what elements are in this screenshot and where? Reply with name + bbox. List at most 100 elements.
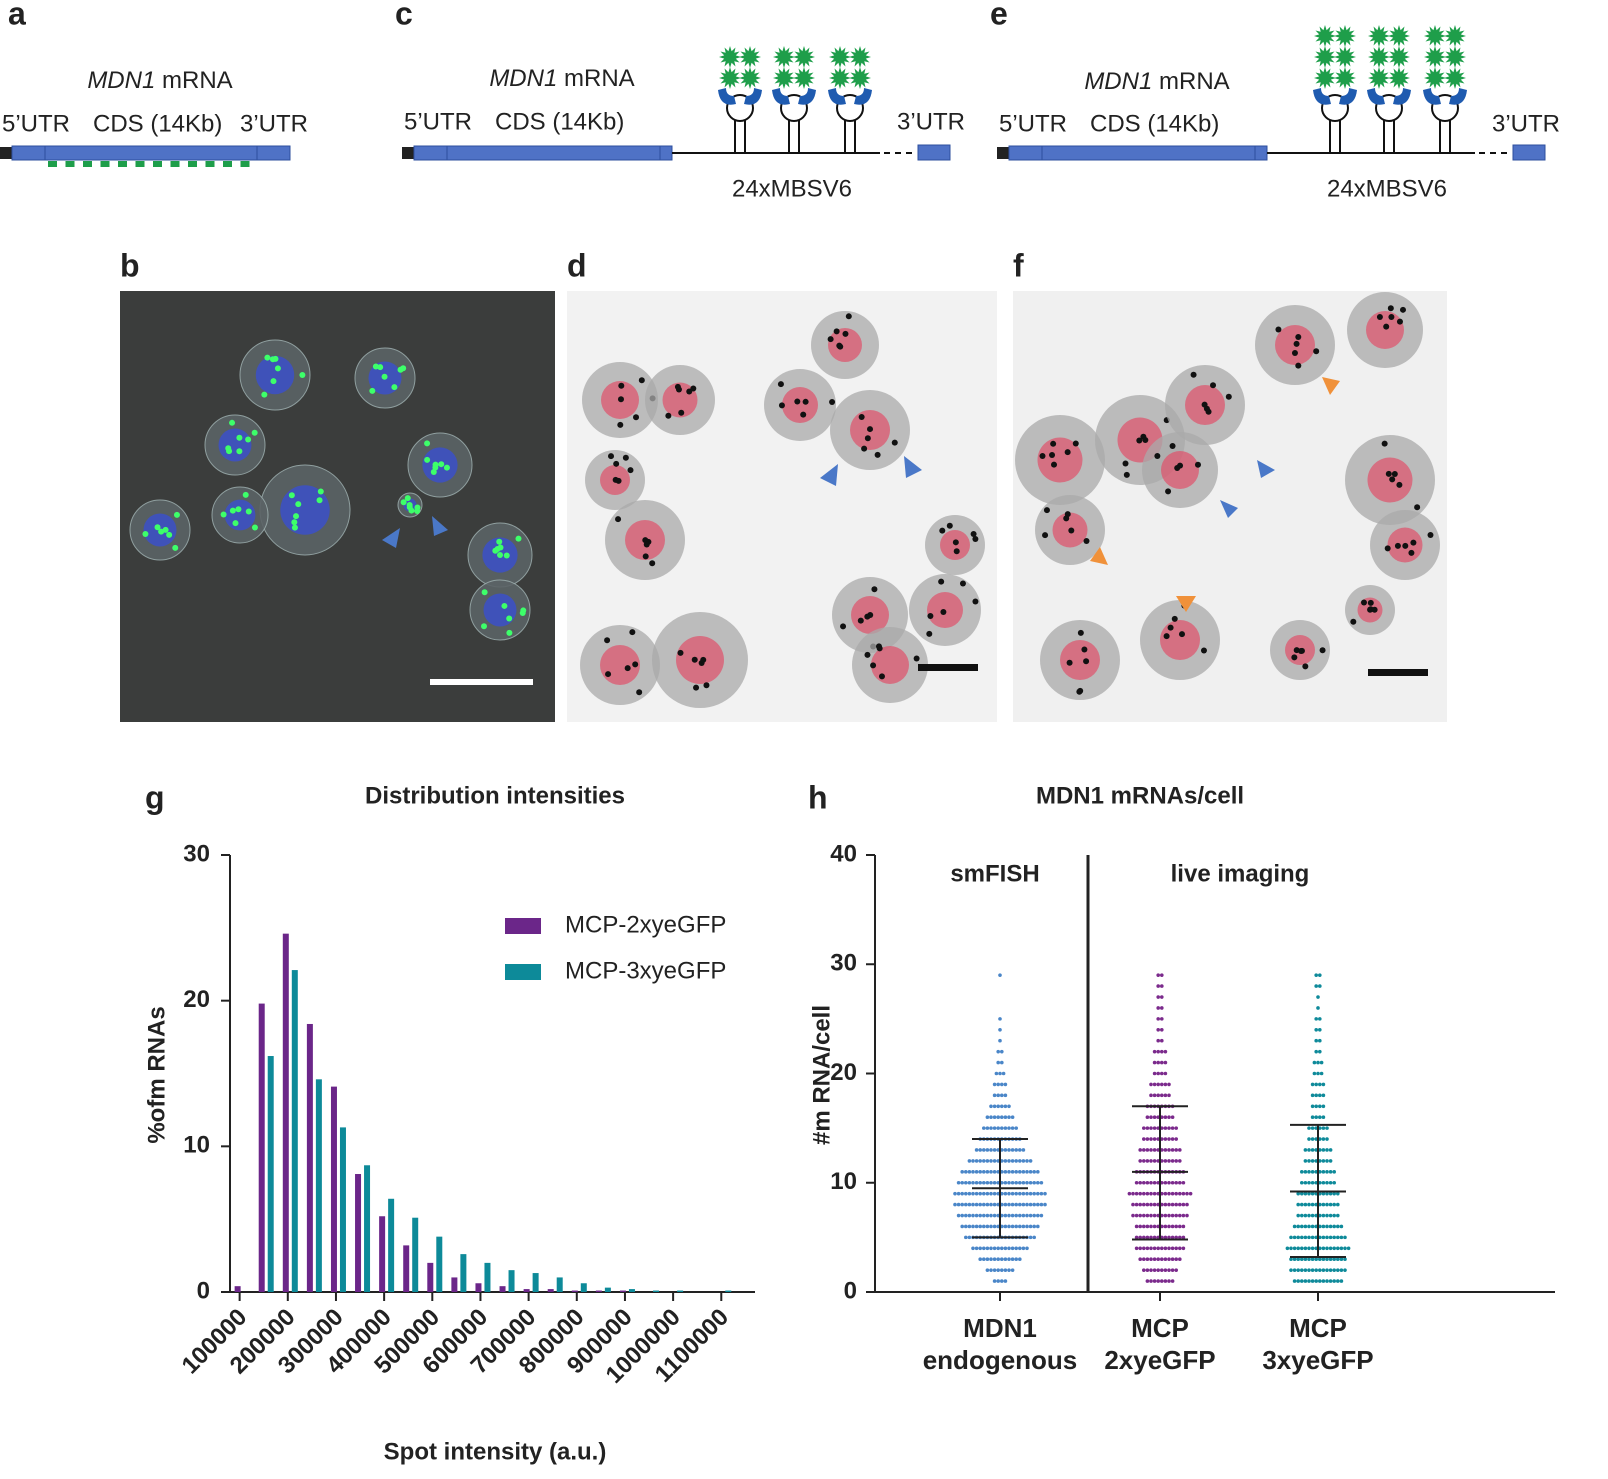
dot bbox=[1170, 1180, 1175, 1185]
dot bbox=[992, 1257, 997, 1262]
dot-row bbox=[956, 1180, 1044, 1185]
spot bbox=[864, 435, 871, 442]
dot bbox=[1025, 1202, 1029, 1207]
dot bbox=[974, 1148, 979, 1152]
dot bbox=[1339, 1257, 1344, 1262]
dot bbox=[1300, 1257, 1304, 1262]
dot bbox=[1036, 1180, 1040, 1185]
spot bbox=[1350, 618, 1357, 625]
spot bbox=[926, 630, 933, 637]
spot bbox=[1123, 471, 1130, 478]
spot bbox=[229, 507, 236, 514]
bar bbox=[595, 1290, 602, 1292]
dot bbox=[1167, 1202, 1171, 1207]
dot bbox=[1325, 1257, 1329, 1262]
dot bbox=[1332, 1213, 1336, 1218]
spot bbox=[166, 531, 173, 538]
spot bbox=[891, 439, 898, 446]
dot bbox=[1328, 1213, 1333, 1218]
dot-row bbox=[1310, 1115, 1326, 1119]
dot bbox=[978, 1159, 982, 1163]
tag-star bbox=[1388, 46, 1410, 68]
dot bbox=[1152, 1137, 1157, 1141]
dot bbox=[1170, 1202, 1175, 1207]
dot bbox=[1167, 1180, 1171, 1185]
dot bbox=[1163, 1137, 1168, 1141]
spot bbox=[291, 524, 298, 531]
dot bbox=[1314, 1115, 1318, 1119]
dot bbox=[1014, 1257, 1018, 1262]
dot-row bbox=[996, 1060, 1004, 1065]
dot bbox=[992, 1246, 997, 1251]
dot bbox=[985, 1180, 990, 1185]
dot bbox=[1332, 1246, 1336, 1251]
spot bbox=[1154, 453, 1161, 460]
dot bbox=[1160, 1060, 1164, 1065]
dot bbox=[1167, 1191, 1171, 1196]
group-label: smFISH bbox=[950, 860, 1039, 887]
dot bbox=[974, 1170, 979, 1174]
spot bbox=[1072, 440, 1079, 447]
probe bbox=[153, 161, 162, 167]
dot bbox=[1142, 1126, 1146, 1130]
dot bbox=[1156, 1093, 1160, 1098]
spot bbox=[624, 665, 631, 672]
dot bbox=[1289, 1235, 1293, 1240]
dot bbox=[1010, 1202, 1015, 1207]
dot-row bbox=[1134, 1246, 1186, 1251]
dot bbox=[1021, 1170, 1026, 1174]
spot bbox=[1066, 659, 1073, 666]
dot bbox=[1178, 1235, 1182, 1240]
dot bbox=[1007, 1148, 1011, 1152]
spot bbox=[1190, 371, 1197, 378]
spot bbox=[481, 623, 488, 630]
spot bbox=[1174, 465, 1181, 472]
dot bbox=[1167, 1246, 1171, 1251]
dot bbox=[1325, 1148, 1329, 1152]
dot bbox=[1025, 1159, 1029, 1163]
dot bbox=[1134, 1235, 1139, 1240]
x-tick-label: MCP bbox=[1289, 1313, 1347, 1343]
dot bbox=[982, 1224, 986, 1229]
cds-label: CDS (14Kb) bbox=[93, 110, 222, 137]
dot bbox=[985, 1148, 990, 1152]
dot bbox=[960, 1202, 964, 1207]
dot bbox=[1149, 1093, 1153, 1098]
dot bbox=[1303, 1268, 1308, 1272]
dot bbox=[992, 1170, 997, 1174]
dot bbox=[1039, 1180, 1044, 1185]
dot bbox=[992, 1159, 997, 1163]
dot bbox=[985, 1246, 990, 1251]
dot bbox=[1149, 1257, 1153, 1262]
dot bbox=[967, 1224, 972, 1229]
spot bbox=[438, 461, 445, 468]
dot bbox=[1303, 1180, 1308, 1185]
dot bbox=[1289, 1246, 1293, 1251]
dot bbox=[1163, 1257, 1168, 1262]
spot bbox=[245, 508, 252, 515]
dot bbox=[1318, 1049, 1322, 1054]
dot bbox=[1318, 1082, 1322, 1087]
dot bbox=[1336, 1257, 1340, 1262]
bar bbox=[267, 1056, 274, 1292]
dot bbox=[1134, 1191, 1139, 1196]
dot bbox=[1028, 1235, 1033, 1240]
dot bbox=[1000, 1246, 1004, 1251]
bar bbox=[532, 1273, 539, 1292]
spot bbox=[1142, 437, 1149, 444]
dot bbox=[1021, 1224, 1026, 1229]
dot bbox=[1332, 1235, 1336, 1240]
tag-star bbox=[773, 67, 795, 89]
dot bbox=[1000, 1104, 1004, 1109]
dot bbox=[1007, 1115, 1011, 1119]
spot bbox=[1167, 624, 1174, 631]
dot bbox=[1145, 1224, 1150, 1229]
dot bbox=[1332, 1257, 1336, 1262]
dot bbox=[1025, 1213, 1029, 1218]
spot bbox=[927, 613, 934, 620]
dot-row bbox=[996, 1049, 1004, 1054]
dot bbox=[1138, 1180, 1142, 1185]
dot bbox=[1307, 1268, 1311, 1272]
dot bbox=[1160, 1006, 1164, 1010]
dot bbox=[1163, 1180, 1168, 1185]
